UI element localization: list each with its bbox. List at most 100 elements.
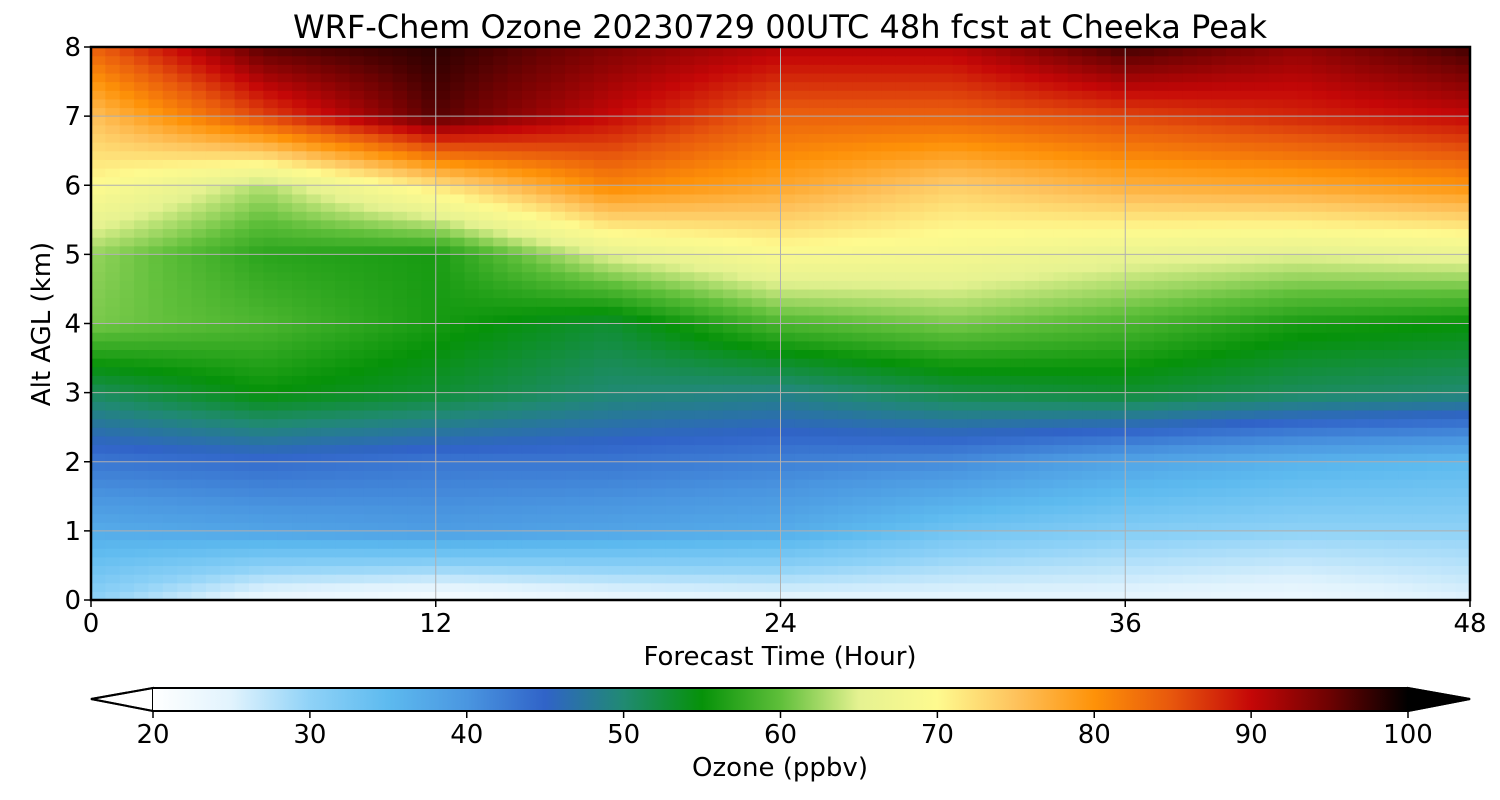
heatmap-cell: [967, 349, 983, 359]
heatmap-cell: [1283, 591, 1299, 600]
heatmap-cell: [651, 245, 667, 255]
heatmap-cell: [435, 513, 451, 523]
heatmap-cell: [1125, 574, 1141, 584]
heatmap-cell: [464, 383, 480, 394]
heatmap-cell: [737, 453, 753, 463]
heatmap-cell: [909, 470, 925, 480]
heatmap-cell: [478, 513, 494, 523]
heatmap-cell: [119, 202, 135, 212]
heatmap-cell: [1268, 401, 1284, 411]
heatmap-cell: [392, 263, 408, 273]
heatmap-cell: [866, 548, 882, 558]
heatmap-cell: [435, 332, 451, 342]
heatmap-cell: [536, 565, 552, 575]
heatmap-cell: [608, 453, 624, 463]
heatmap-cell: [205, 470, 221, 480]
heatmap-cell: [809, 176, 825, 186]
heatmap-cell: [1426, 167, 1442, 178]
heatmap-cell: [1010, 288, 1026, 299]
heatmap-cell: [881, 479, 897, 489]
heatmap-cell: [751, 479, 767, 489]
heatmap-cell: [995, 228, 1011, 238]
heatmap-cell: [1096, 375, 1112, 385]
heatmap-cell: [1053, 237, 1069, 247]
heatmap-cell: [148, 306, 164, 316]
heatmap-cell: [1340, 496, 1356, 506]
heatmap-cell: [909, 358, 925, 368]
heatmap-cell: [1254, 159, 1270, 169]
heatmap-cell: [191, 383, 207, 394]
heatmap-cell: [363, 202, 379, 212]
heatmap-cell: [550, 479, 566, 489]
heatmap-cell: [1297, 159, 1313, 169]
heatmap-cell: [852, 366, 868, 376]
heatmap-cell: [177, 582, 193, 592]
heatmap-cell: [751, 383, 767, 394]
heatmap-cell: [1455, 548, 1470, 558]
heatmap-cell: [493, 366, 509, 376]
heatmap-cell: [895, 159, 911, 169]
heatmap-cell: [148, 392, 164, 402]
heatmap-cell: [622, 479, 638, 489]
heatmap-cell: [1297, 288, 1313, 299]
heatmap-cell: [651, 539, 667, 549]
heatmap-cell: [1311, 487, 1327, 497]
heatmap-cell: [852, 435, 868, 446]
heatmap-cell: [1297, 522, 1313, 532]
heatmap-cell: [1139, 185, 1155, 195]
heatmap-cell: [823, 219, 839, 230]
heatmap-cell: [191, 332, 207, 342]
heatmap-cell: [91, 522, 106, 532]
heatmap-cell: [694, 297, 710, 307]
heatmap-cell: [1168, 366, 1184, 376]
heatmap-cell: [249, 461, 264, 471]
heatmap-cell: [277, 513, 293, 523]
heatmap-cell: [565, 504, 580, 515]
heatmap-cell: [105, 280, 121, 290]
heatmap-cell: [1225, 496, 1241, 506]
heatmap-cell: [1125, 556, 1141, 567]
heatmap-cell: [1067, 496, 1083, 506]
heatmap-cell: [191, 522, 207, 532]
heatmap-cell: [277, 314, 293, 325]
heatmap-cell: [823, 332, 839, 342]
heatmap-cell: [392, 245, 408, 255]
heatmap-cell: [177, 444, 193, 454]
heatmap-cell: [694, 574, 710, 584]
heatmap-cell: [1010, 254, 1026, 264]
heatmap-cell: [421, 504, 437, 515]
heatmap-cell: [766, 323, 782, 333]
heatmap-cell: [981, 427, 997, 437]
heatmap-cell: [895, 176, 911, 186]
heatmap-cell: [134, 271, 150, 281]
heatmap-cell: [91, 254, 106, 264]
heatmap-cell: [780, 530, 796, 541]
heatmap-cell: [809, 323, 825, 333]
heatmap-cell: [981, 565, 997, 575]
heatmap-cell: [622, 211, 638, 221]
heatmap-cell: [105, 453, 121, 463]
heatmap-cell: [249, 280, 264, 290]
heatmap-cell: [1053, 418, 1069, 428]
heatmap-cell: [780, 496, 796, 506]
heatmap-cell: [119, 548, 135, 558]
heatmap-cell: [924, 280, 940, 290]
heatmap-cell: [306, 556, 322, 567]
heatmap-cell: [766, 574, 782, 584]
heatmap-cell: [1455, 323, 1470, 333]
heatmap-cell: [1024, 297, 1040, 307]
heatmap-cell: [751, 245, 767, 255]
heatmap-cell: [105, 375, 121, 385]
heatmap-cell: [694, 193, 710, 204]
heatmap-cell: [1268, 254, 1284, 264]
heatmap-cell: [521, 202, 537, 212]
heatmap-cell: [1053, 193, 1069, 204]
heatmap-cell: [378, 556, 394, 567]
heatmap-cell: [249, 444, 264, 454]
heatmap-cell: [1355, 185, 1371, 195]
heatmap-cell: [579, 358, 595, 368]
heatmap-cell: [105, 444, 121, 454]
heatmap-cell: [967, 591, 983, 600]
heatmap-cell: [952, 427, 968, 437]
heatmap-cell: [550, 565, 566, 575]
